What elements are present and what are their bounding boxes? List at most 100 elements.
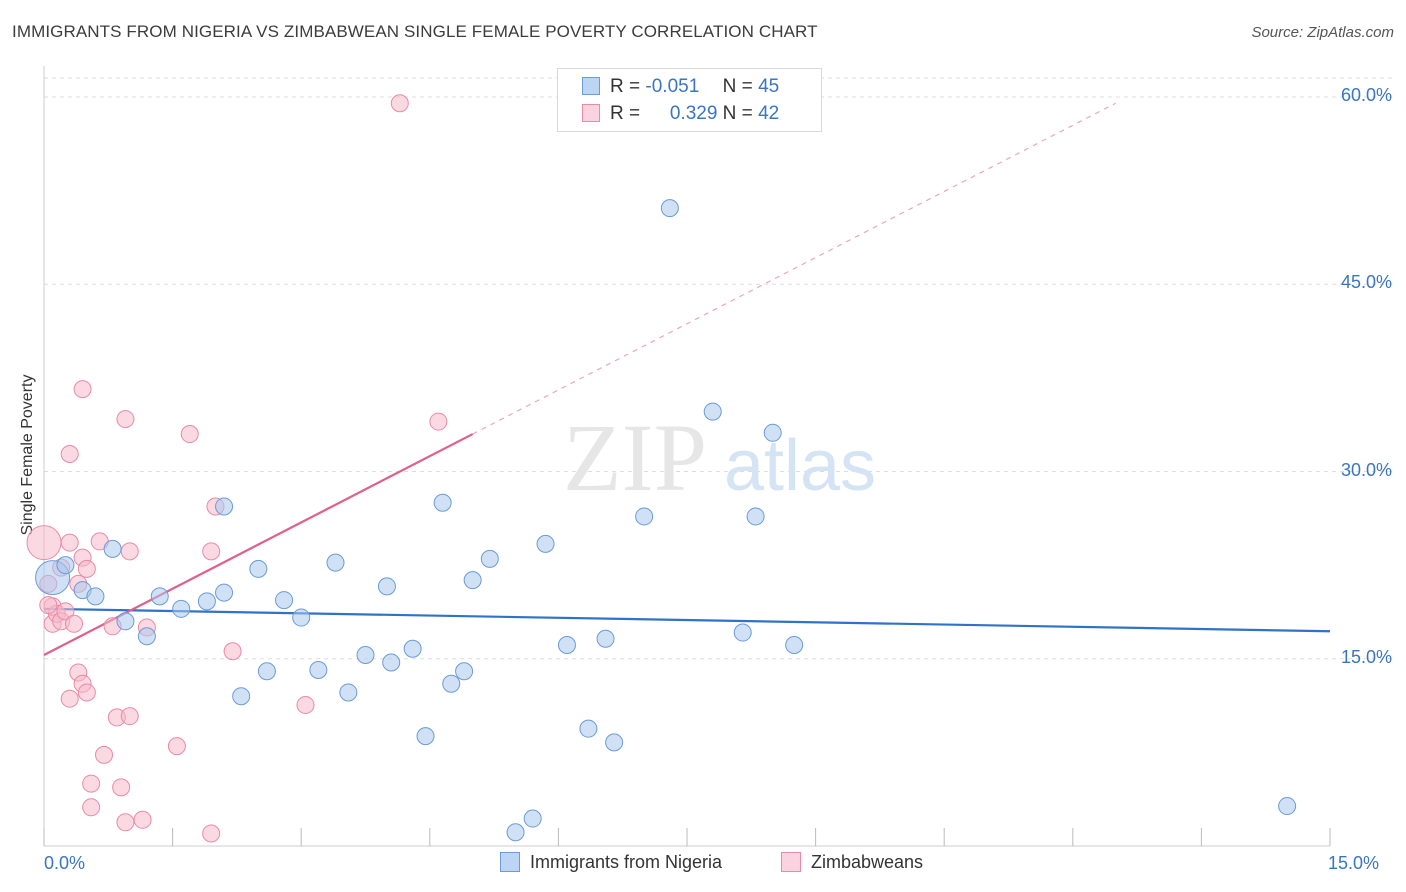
zimbabwe-point [73, 380, 92, 399]
nigeria-point [197, 592, 216, 611]
bottom-legend-label-nigeria: Immigrants from Nigeria [530, 852, 723, 872]
watermark-zip: ZIP [563, 404, 707, 511]
zimbabwe-point [77, 559, 96, 578]
nigeria-point [275, 591, 294, 610]
trend-line-nigeria [43, 607, 1331, 633]
nigeria-point [523, 809, 542, 828]
nigeria-point [605, 733, 624, 752]
bottom-legend-nigeria: Immigrants from Nigeria [500, 852, 722, 873]
nigeria-point [150, 587, 169, 606]
x-tick-min: 0.0% [44, 853, 86, 873]
legend-row-zimbabwe: R = 0.329 N = 42 [582, 103, 779, 125]
zimbabwe-point [116, 813, 135, 832]
y-tick-label: 15.0% [1340, 646, 1392, 667]
zimbabwe-point [202, 542, 221, 561]
nigeria-point [1278, 797, 1297, 816]
legend-r-label: R = [610, 103, 641, 124]
legend-swatch-nigeria [582, 77, 600, 95]
nigeria-point [103, 539, 122, 558]
zimbabwe-point [296, 695, 315, 714]
bottom-legend-swatch-zimbabwe [781, 852, 801, 872]
nigeria-point [137, 627, 156, 646]
zimbabweans-points [26, 94, 448, 843]
legend-n-label: N = [722, 76, 753, 97]
nigeria-point [746, 507, 765, 526]
zimbabwe-point [180, 425, 199, 444]
zimbabwe-point [60, 533, 79, 552]
nigeria-point [785, 636, 804, 655]
nigeria-point [215, 583, 234, 602]
nigeria-point [86, 587, 105, 606]
nigeria-point [660, 199, 679, 218]
nigeria-point [480, 549, 499, 568]
y-tick-label: 60.0% [1340, 85, 1392, 105]
nigeria-point [309, 660, 328, 679]
nigeria-point [433, 493, 452, 512]
zimbabwe-point [39, 596, 58, 615]
nigeria-point [506, 823, 525, 842]
nigeria-point [326, 553, 345, 572]
zimbabwe-point [60, 689, 79, 708]
zimbabwe-point [390, 94, 409, 113]
zimbabwe-point [77, 683, 96, 702]
grid-lines [44, 77, 1392, 660]
bottom-legend-swatch-nigeria [500, 852, 520, 872]
zimbabwe-point [133, 810, 152, 829]
nigeria-point [403, 639, 422, 658]
correlation-legend: R = -0.051 N = 45 R = 0.329 N = 42 [557, 68, 822, 132]
nigeria-point [557, 636, 576, 655]
zimbabwe-point [82, 798, 101, 817]
nigeria-point [635, 507, 654, 526]
zimbabwe-point [116, 410, 135, 429]
nigeria-point [596, 629, 615, 648]
nigeria-point [232, 687, 251, 706]
source-label: Source: ZipAtlas.com [1251, 24, 1394, 41]
zimbabwe-point [65, 614, 84, 633]
nigeria-point [356, 646, 375, 665]
zimbabwe-point [95, 745, 114, 764]
nigeria-point [377, 577, 396, 596]
nigeria-point [257, 662, 276, 681]
watermark-atlas: atlas [724, 426, 876, 506]
nigeria-point [455, 662, 474, 681]
axes [43, 66, 1331, 847]
nigeria-point [463, 571, 482, 590]
legend-n-value: 42 [758, 103, 780, 124]
zimbabwe-point [60, 445, 79, 464]
legend-row-nigeria: R = -0.051 N = 45 [582, 76, 779, 98]
legend-swatch-zimbabwe [582, 104, 600, 122]
bottom-legend-zimbabwe: Zimbabweans [781, 852, 923, 873]
zimbabwe-point [112, 778, 131, 797]
nigeria-point [56, 556, 75, 575]
zimbabwe-point [167, 737, 186, 756]
nigeria-point [215, 497, 234, 516]
trend-line-zimbabwe-extrapolated [472, 102, 1116, 435]
nigeria-point [416, 727, 435, 746]
chart-title: IMMIGRANTS FROM NIGERIA VS ZIMBABWEAN SI… [12, 22, 818, 41]
nigeria-point [442, 674, 461, 693]
y-tick-label: 45.0% [1340, 272, 1392, 293]
nigeria-point [579, 719, 598, 738]
nigeria-point [292, 608, 311, 627]
nigeria-point [733, 623, 752, 642]
zimbabwe-point [120, 707, 139, 726]
zimbabwe-point [202, 824, 221, 843]
nigeria-point [382, 653, 401, 672]
y-tick-label: 30.0% [1340, 459, 1392, 480]
nigeria-point [249, 559, 268, 578]
nigeria-point [763, 423, 782, 442]
zimbabwe-point [429, 412, 448, 431]
legend-r-value: -0.051 [645, 76, 700, 97]
nigeria-points [35, 199, 1297, 842]
nigeria-point [703, 402, 722, 421]
nigeria-point [339, 683, 358, 702]
zimbabwe-point [120, 542, 139, 561]
zimbabwe-point [223, 642, 242, 661]
legend-n-label: N = [722, 103, 753, 124]
zimbabwe-point [26, 525, 62, 561]
legend-r-value: 0.329 [669, 103, 718, 124]
zimbabwe-point [56, 602, 75, 621]
nigeria-point [172, 599, 191, 618]
nigeria-point [536, 534, 555, 553]
